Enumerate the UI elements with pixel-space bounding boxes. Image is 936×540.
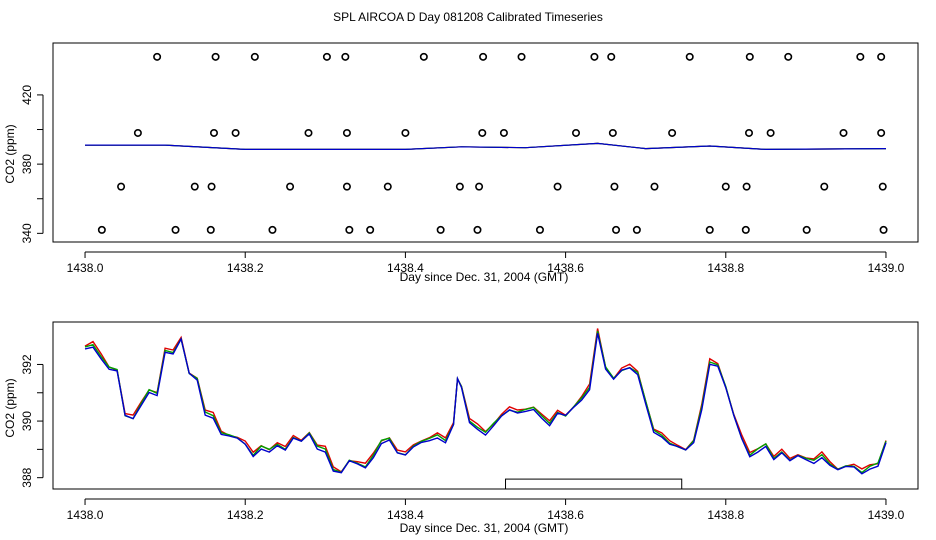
series-line-blue xyxy=(84,333,887,475)
marker-point xyxy=(590,52,599,61)
bottom-plot-frame xyxy=(52,321,919,490)
marker-point xyxy=(705,225,714,234)
marker-point xyxy=(742,182,751,191)
marker-point xyxy=(207,182,216,191)
series-line-blue xyxy=(85,142,887,151)
marker-point xyxy=(802,225,811,234)
bottom-y-tick-label: 392 xyxy=(20,354,34,374)
top-y-tick-label: 340 xyxy=(20,223,34,243)
marker-point xyxy=(133,128,142,137)
marker-point xyxy=(250,52,259,61)
highlight-range-box xyxy=(505,478,683,490)
marker-point xyxy=(820,182,829,191)
marker-point xyxy=(436,225,445,234)
marker-point xyxy=(473,225,482,234)
marker-point xyxy=(612,225,621,234)
marker-point xyxy=(877,52,886,61)
marker-point xyxy=(366,225,375,234)
marker-point xyxy=(721,182,730,191)
marker-point xyxy=(741,225,750,234)
marker-point xyxy=(856,52,865,61)
marker-point xyxy=(685,52,694,61)
series-line-green xyxy=(84,330,887,474)
marker-point xyxy=(877,128,886,137)
top-panel: 1438.0 1438.2 1438.4 1438.6 1438.8 1439.0 340 3… xyxy=(3,42,919,284)
bottom-x-tick-label: 1439.0 xyxy=(868,508,905,522)
top-y-tick-label: 380 xyxy=(20,154,34,174)
marker-point xyxy=(478,128,487,137)
marker-point xyxy=(879,225,888,234)
top-plot-axes: 1438.0 1438.2 1438.4 1438.6 1438.8 1439.0 340 3… xyxy=(20,85,904,275)
marker-point xyxy=(745,52,754,61)
marker-point xyxy=(419,52,428,61)
top-x-tick-label: 1438.6 xyxy=(547,261,584,275)
marker-point xyxy=(455,182,464,191)
bottom-y-tick-label: 388 xyxy=(20,467,34,487)
marker-point xyxy=(878,182,887,191)
marker-point xyxy=(171,225,180,234)
marker-point xyxy=(342,182,351,191)
marker-point xyxy=(304,128,313,137)
top-x-tick-label: 1438.2 xyxy=(227,261,264,275)
bottom-x-tick-label: 1438.8 xyxy=(707,508,744,522)
marker-point xyxy=(97,225,106,234)
marker-point xyxy=(632,225,641,234)
top-y-axis-label: CO2 (ppm) xyxy=(3,124,17,183)
marker-point xyxy=(610,182,619,191)
marker-point xyxy=(479,52,488,61)
marker-point xyxy=(153,52,162,61)
marker-point xyxy=(206,225,215,234)
bottom-y-axis-label: CO2 (ppm) xyxy=(3,378,17,437)
marker-point xyxy=(383,182,392,191)
marker-point xyxy=(341,52,350,61)
marker-point xyxy=(766,128,775,137)
top-plot-frame xyxy=(52,42,919,243)
marker-point xyxy=(209,128,218,137)
marker-point xyxy=(784,52,793,61)
marker-point xyxy=(345,225,354,234)
bottom-plot-axes: 1438.0 1438.2 1438.4 1438.6 1438.8 1439.0 388 3… xyxy=(20,354,904,522)
top-y-tick-label: 420 xyxy=(20,85,34,105)
top-x-tick-label: 1438.4 xyxy=(387,261,424,275)
marker-point xyxy=(499,128,508,137)
chart-title: SPL AIRCOA D Day 081208 Calibrated Times… xyxy=(333,10,603,24)
top-x-tick-label: 1439.0 xyxy=(868,261,905,275)
top-x-tick-label: 1438.8 xyxy=(707,261,744,275)
marker-point xyxy=(286,182,295,191)
marker-point xyxy=(231,128,240,137)
top-x-axis-label: Day since Dec. 31, 2004 (GMT) xyxy=(400,270,569,284)
series-line-green xyxy=(85,142,887,151)
marker-point xyxy=(211,52,220,61)
marker-point xyxy=(517,52,526,61)
marker-point xyxy=(475,182,484,191)
marker-point xyxy=(839,128,848,137)
marker-point xyxy=(650,182,659,191)
bottom-panel: 1438.0 1438.2 1438.4 1438.6 1438.8 1439.0 388 3… xyxy=(3,321,919,535)
top-plot-marks xyxy=(85,52,888,234)
bottom-x-axis-label: Day since Dec. 31, 2004 (GMT) xyxy=(400,521,569,535)
top-x-tick-label: 1438.0 xyxy=(67,261,104,275)
marker-point xyxy=(553,182,562,191)
marker-point xyxy=(401,128,410,137)
marker-point xyxy=(668,128,677,137)
bottom-x-tick-label: 1438.6 xyxy=(547,508,584,522)
bottom-x-tick-label: 1438.0 xyxy=(67,508,104,522)
marker-point xyxy=(190,182,199,191)
marker-point xyxy=(608,128,617,137)
marker-point xyxy=(268,225,277,234)
marker-point xyxy=(535,225,544,234)
bottom-x-tick-label: 1438.4 xyxy=(387,508,424,522)
bottom-plot-marks xyxy=(84,328,887,490)
marker-point xyxy=(322,52,331,61)
marker-point xyxy=(572,128,581,137)
marker-point xyxy=(342,128,351,137)
series-line-red xyxy=(84,328,887,473)
bottom-x-tick-label: 1438.2 xyxy=(227,508,264,522)
series-line-red xyxy=(85,142,887,151)
marker-point xyxy=(745,128,754,137)
marker-point xyxy=(607,52,616,61)
bottom-y-tick-label: 390 xyxy=(20,411,34,431)
marker-point xyxy=(117,182,126,191)
